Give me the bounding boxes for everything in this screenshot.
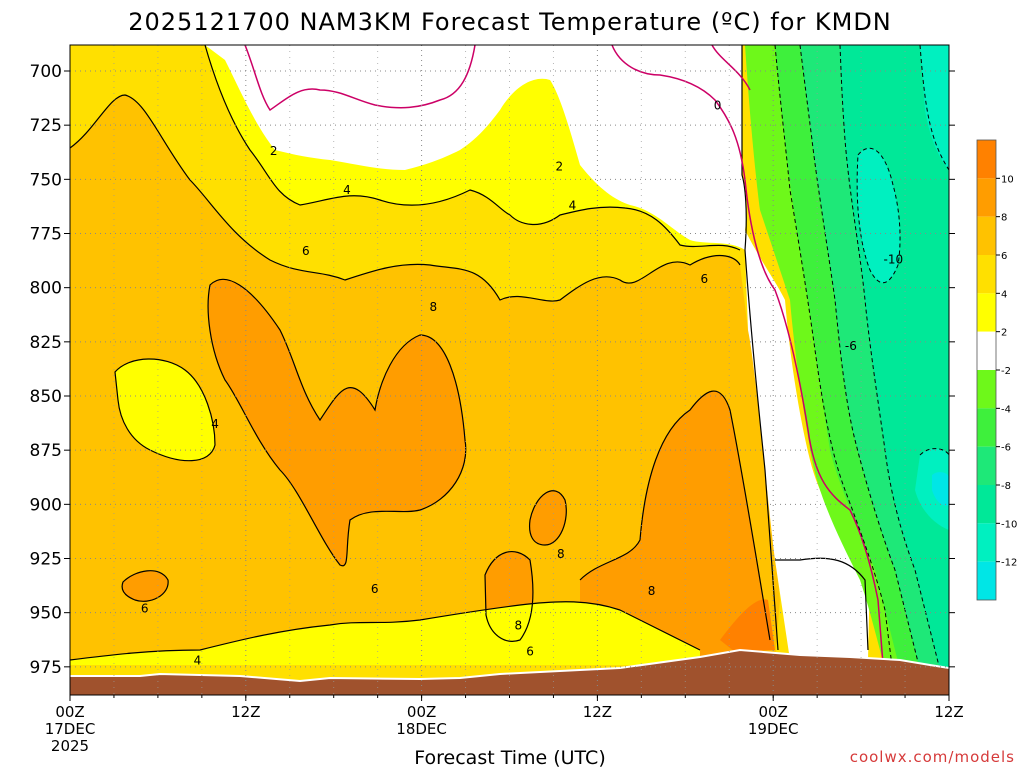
x-tick-sublabel: 17DEC [45, 720, 96, 738]
y-tick-label: 900 [30, 495, 62, 515]
credit-text[interactable]: coolwx.com/models [850, 748, 1015, 766]
colorbar: 10 8 6 4 2 -2 -4 -6 -8 -10 -12 [976, 139, 1017, 601]
colorbar-band [977, 178, 996, 217]
colorbar-band [977, 561, 996, 600]
colorbar-band [977, 331, 996, 370]
x-tick-sublabel: 2025 [51, 737, 89, 755]
y-tick-label: 850 [30, 387, 62, 407]
terrain [70, 650, 949, 695]
contour-label: 4 [194, 653, 202, 667]
negative-contours [774, 45, 949, 691]
y-tick-label: 775 [30, 225, 62, 245]
colorbar-band [977, 140, 996, 179]
zero-isotherm [244, 45, 886, 691]
band-8-10-d [529, 490, 567, 545]
y-tick-label: 975 [30, 658, 62, 678]
contour-label: 8 [514, 619, 522, 633]
contour-label: 2 [555, 159, 563, 173]
colorbar-label: 8 [1001, 213, 1007, 224]
contour-label: 8 [429, 300, 437, 314]
x-tick-label: 12Z [583, 703, 612, 721]
y-tick-label: 925 [30, 550, 62, 570]
contour-lines [70, 45, 869, 661]
contour-label: 2 [270, 144, 278, 158]
colorbar-band [977, 255, 996, 294]
y-tick-label: 700 [30, 62, 62, 82]
y-tick-label: 725 [30, 116, 62, 136]
colorbar-label: -12 [1001, 558, 1017, 569]
contour-label: -6 [845, 339, 857, 353]
colorbar-label: 2 [1001, 328, 1007, 339]
y-tick-label: 800 [30, 279, 62, 299]
contour-label: 8 [648, 584, 656, 598]
x-tick-label: 12Z [231, 703, 260, 721]
x-tick-label: 00Z [55, 703, 84, 721]
band-lt-m12 [932, 472, 949, 506]
contour-label: 4 [569, 198, 577, 212]
colorbar-band [977, 408, 996, 447]
band-8-10-a [208, 279, 466, 566]
y-tick-label: 750 [30, 170, 62, 190]
chart-title: 2025121700 NAM3KM Forecast Temperature (… [128, 8, 892, 36]
colorbar-label: 6 [1001, 251, 1007, 262]
colorbar-label: -2 [1001, 366, 1011, 377]
band-8-10-e [122, 570, 169, 602]
colorbar-band [977, 370, 996, 409]
x-tick-label: 00Z [759, 703, 788, 721]
x-axis-title: Forecast Time (UTC) [414, 747, 605, 768]
colorbar-label: -10 [1001, 519, 1017, 530]
colorbar-band [977, 446, 996, 485]
x-tick-label: 12Z [934, 703, 963, 721]
contour-label: 6 [302, 244, 310, 258]
y-axis: 700 725 750 775 800 825 850 875 900 925 950 975 [30, 62, 955, 678]
x-tick-label: 00Z [407, 703, 436, 721]
y-tick-label: 825 [30, 333, 62, 353]
colorbar-band [977, 523, 996, 562]
x-tick-sublabel: 18DEC [396, 720, 447, 738]
grid [70, 45, 949, 695]
contour-label: 8 [557, 547, 565, 561]
colorbar-label: -6 [1001, 443, 1011, 454]
band-gt-10 [720, 599, 775, 652]
band-m2-2 [205, 45, 870, 660]
colorbar-label: -4 [1001, 404, 1011, 415]
x-tick-sublabel: 19DEC [748, 720, 799, 738]
colorbar-band [977, 216, 996, 255]
colorbar-label: 4 [1001, 289, 1007, 300]
band-8-10-b [580, 391, 770, 660]
colorbar-band [977, 293, 996, 332]
band-2-4-bottom [70, 601, 700, 665]
band-m12-m10-b [920, 45, 949, 170]
contour-label: 6 [141, 601, 149, 615]
terrain-edge [70, 648, 949, 683]
y-tick-label: 950 [30, 604, 62, 624]
contour-label: 4 [211, 417, 219, 431]
contour-label: -10 [884, 253, 904, 267]
contour-label: 4 [343, 183, 351, 197]
band-m12-m10 [857, 148, 901, 283]
contour-label: 6 [371, 582, 379, 596]
band-2-4-left [115, 358, 215, 461]
y-tick-label: 875 [30, 441, 62, 461]
contour-label: 6 [701, 272, 709, 286]
colorbar-label: 10 [1001, 174, 1014, 185]
colorbar-band [977, 485, 996, 524]
colorbar-label: -8 [1001, 481, 1011, 492]
contour-label: 6 [526, 645, 534, 659]
contour-label: 0 [714, 99, 722, 113]
